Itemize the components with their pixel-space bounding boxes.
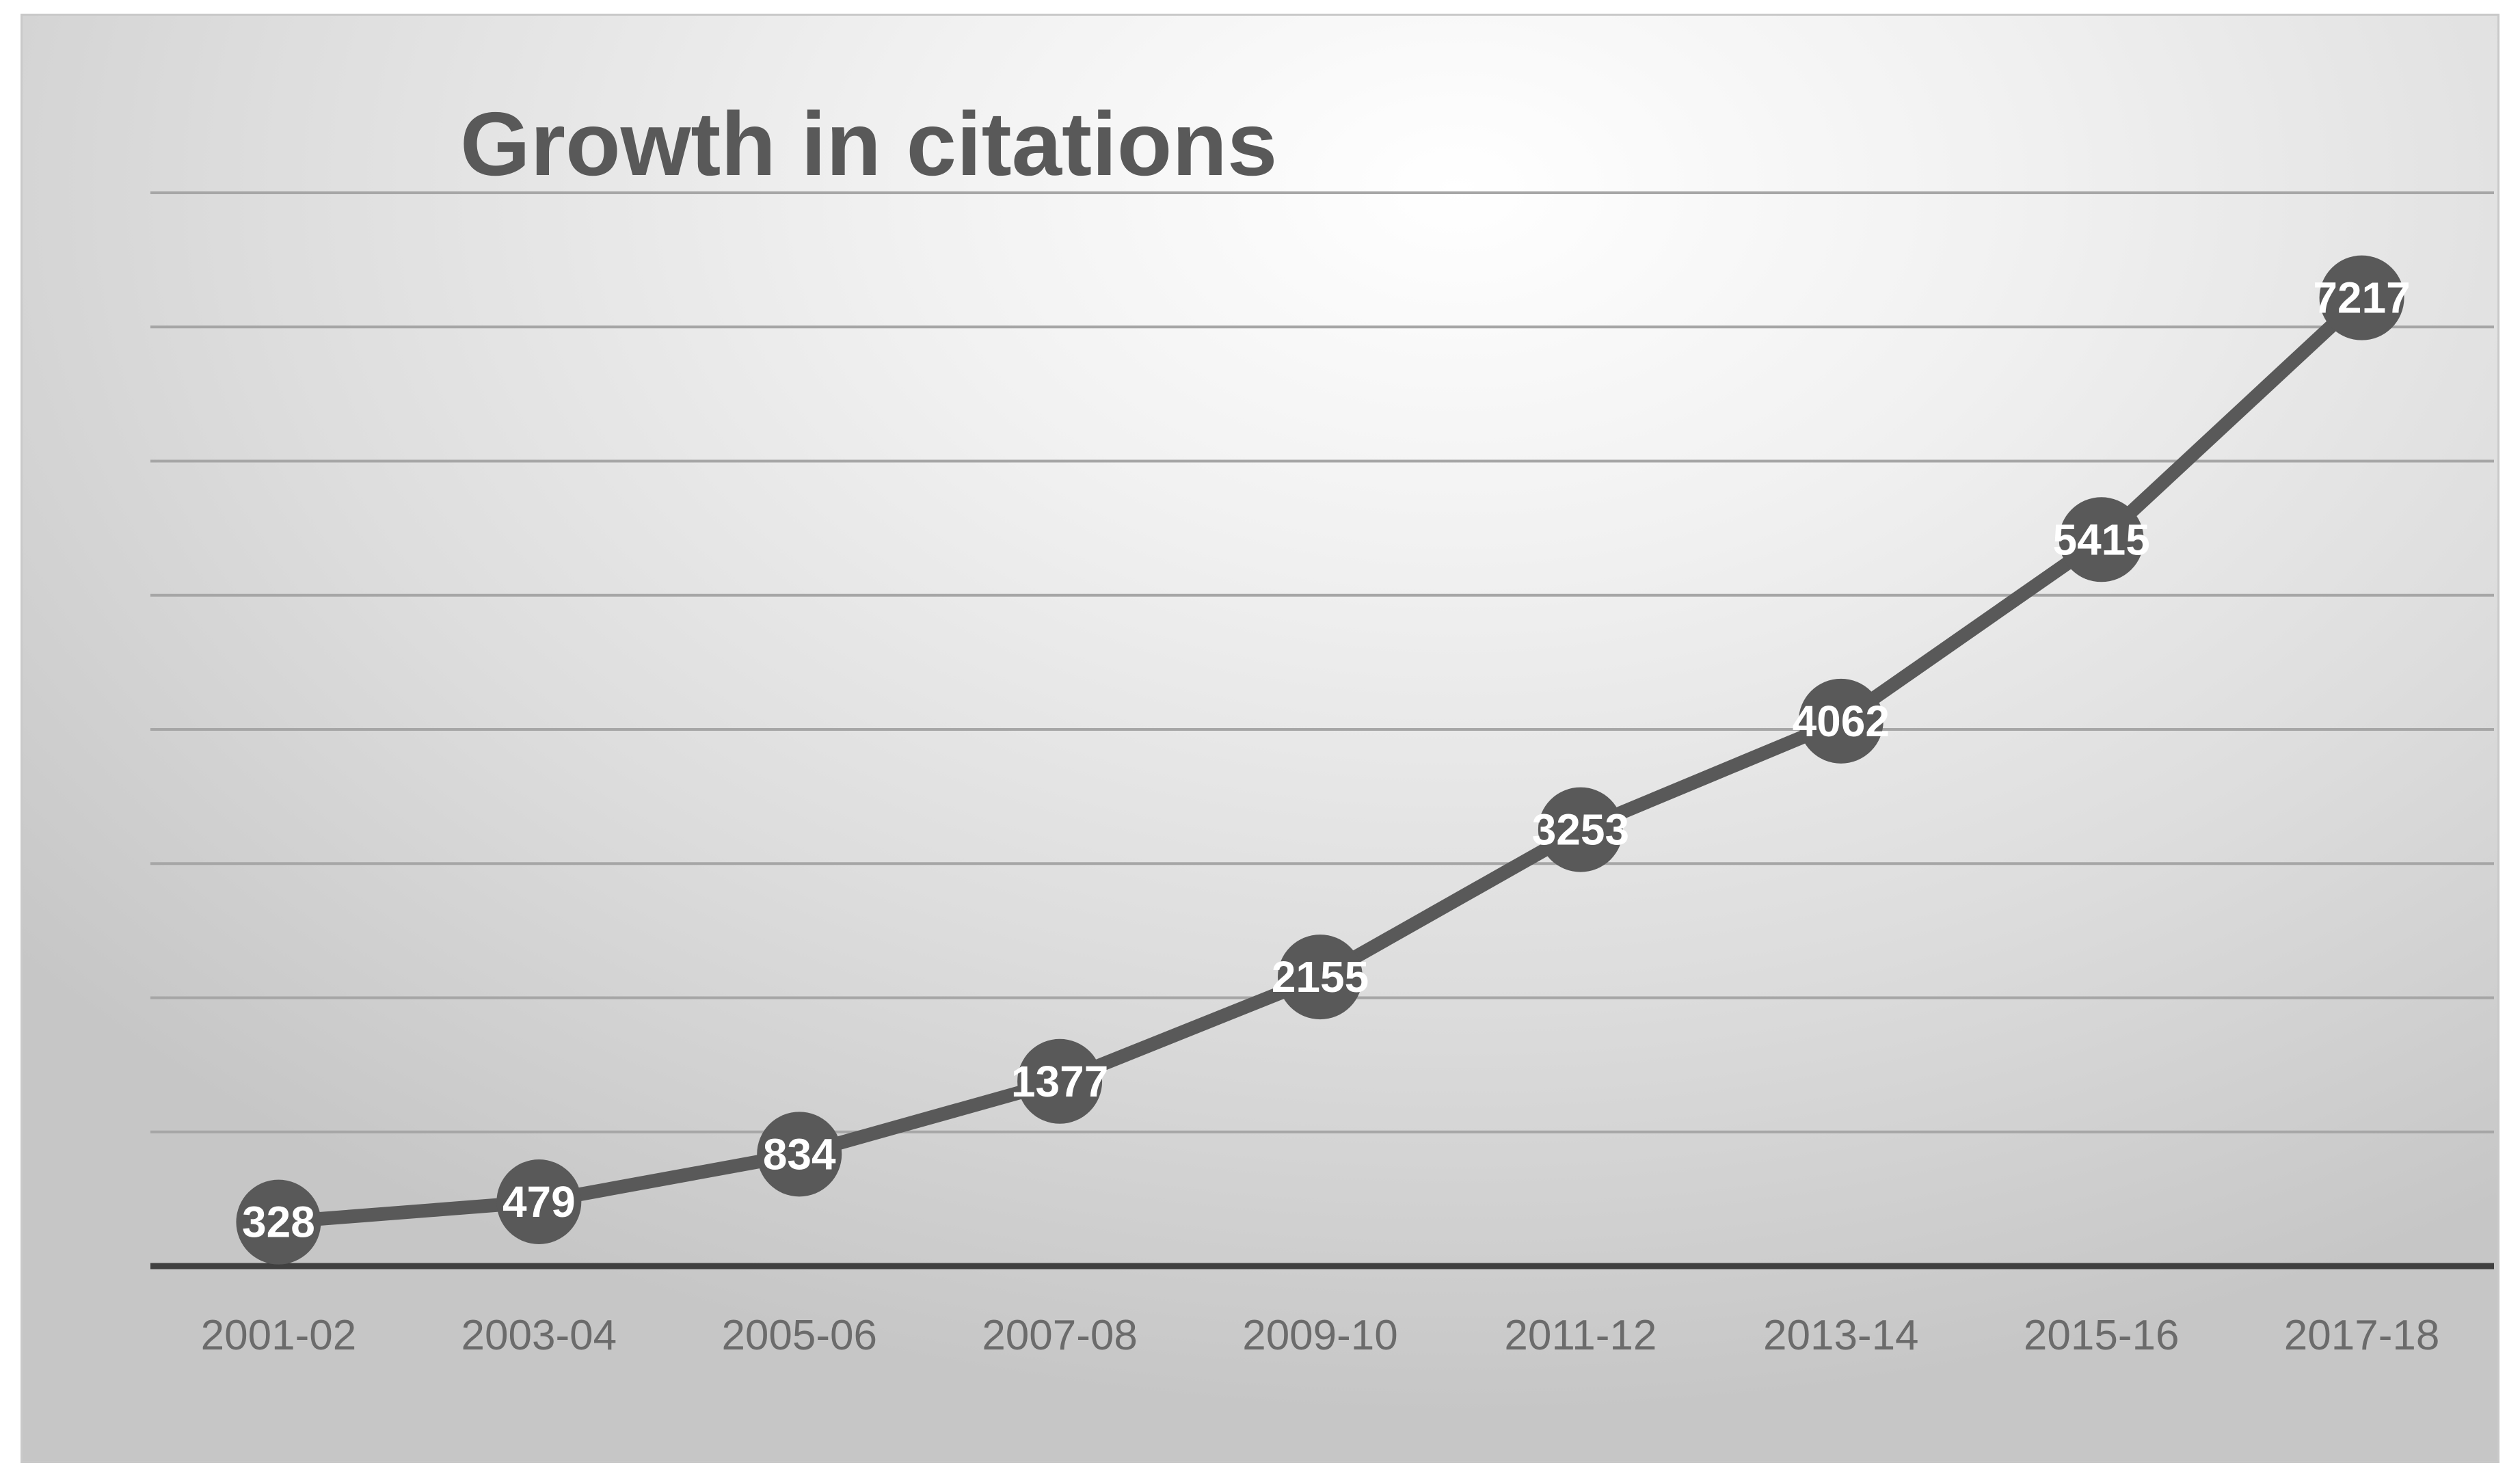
gridlines: [150, 191, 2494, 1133]
x-tick-label: 2011-12: [1504, 1312, 1657, 1359]
data-point: [496, 1159, 582, 1244]
data-point: [757, 1112, 842, 1197]
x-tick-label: 2015-16: [2024, 1312, 2180, 1359]
data-label: 1377: [1011, 1057, 1108, 1106]
data-point: [1017, 1038, 1103, 1124]
x-tick-label: 2017-18: [2284, 1312, 2440, 1359]
x-tick-label: 2013-14: [1763, 1312, 1919, 1359]
x-tick-label: 2009-10: [1242, 1312, 1398, 1359]
data-label: 479: [502, 1177, 576, 1226]
series-line-path: [278, 293, 2367, 1229]
data-markers: [236, 255, 2404, 1265]
x-tick-label: 2007-08: [982, 1312, 1138, 1359]
data-point: [236, 1179, 321, 1265]
x-tick-label: 2003-04: [461, 1312, 617, 1359]
series-line: [278, 293, 2367, 1229]
data-label: 7217: [2313, 273, 2410, 323]
data-label: 834: [763, 1129, 836, 1179]
x-tick-label: 2005-06: [721, 1312, 877, 1359]
data-point: [1538, 787, 1623, 872]
data-point: [1798, 678, 1884, 764]
data-label: 4062: [1793, 697, 1890, 746]
data-label: 2155: [1272, 952, 1369, 1002]
data-point: [1278, 935, 1363, 1020]
data-point: [2319, 255, 2404, 340]
data-label: 5415: [2052, 515, 2149, 564]
x-tick-label: 2001-02: [201, 1312, 357, 1359]
data-label: 3253: [1532, 805, 1629, 855]
x-tick-labels: 2001-02 2003-04 2005-06 2007-08 2009-10 2011-…: [201, 1312, 2440, 1359]
chart-title: Growth in citations: [460, 94, 1278, 194]
data-labels: 328 479 834 1377 2155 3253 4062 5415 7217: [242, 273, 2411, 1247]
data-label: 328: [242, 1198, 315, 1247]
data-point: [2059, 497, 2144, 582]
chart-area: Growth in citations: [21, 14, 2499, 1463]
